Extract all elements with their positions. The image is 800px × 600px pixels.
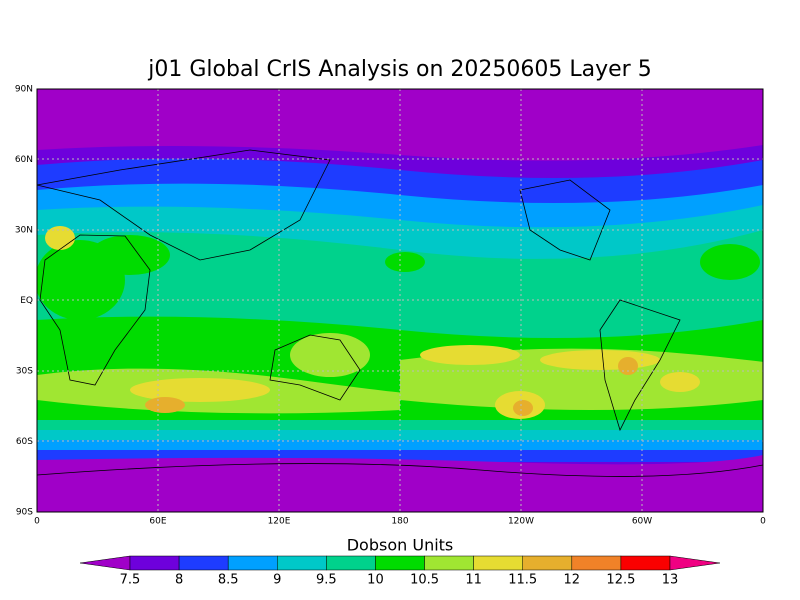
lon-tick-label: 180 (391, 517, 408, 527)
colorbar-extend-low (79, 555, 131, 571)
colorbar-box (424, 555, 474, 571)
colorbar-tick-label: 10.5 (410, 573, 439, 588)
colorbar-tick-label: 8.5 (218, 573, 239, 588)
lon-tick-label: 0 (760, 517, 766, 527)
colorbar-box (620, 555, 671, 571)
colorbar-box (178, 555, 229, 571)
lat-tick-label: 30S (16, 367, 33, 377)
colorbar-tick-label: 12 (564, 573, 581, 588)
title: j01 Global CrIS Analysis on 20250605 Lay… (147, 57, 651, 82)
colorbar-box (473, 555, 523, 571)
colorbar-tick-label: 13 (662, 573, 679, 588)
lat-tick-label: 90N (15, 85, 33, 95)
lat-tick-label: 60N (15, 155, 33, 165)
lon-tick-label: 120W (508, 517, 534, 527)
lat-tick-label: EQ (20, 296, 33, 306)
map-field (36, 88, 764, 513)
lat-tick-label: 90S (16, 508, 33, 518)
lon-tick-label: 60E (149, 517, 166, 527)
colorbar-tick-label: 11 (465, 573, 482, 588)
colorbar-box (326, 555, 376, 571)
colorbar-box (277, 555, 327, 571)
lon-tick-label: 0 (34, 517, 40, 527)
lon-tick-label: 60W (632, 517, 652, 527)
colorbar-box (129, 555, 180, 571)
colorbar-box (227, 555, 278, 571)
colorbar-tick-label: 12.5 (606, 573, 635, 588)
lon-tick-label: 120E (268, 517, 291, 527)
colorbar-tick-label: 7.5 (120, 573, 141, 588)
colorbar-tick-label: 10 (367, 573, 384, 588)
lat-tick-label: 60S (16, 437, 33, 447)
colorbar-tick-label: 11.5 (508, 573, 537, 588)
colorbar-box (522, 555, 573, 571)
colorbar-box (375, 555, 425, 571)
colorbar-box (571, 555, 622, 571)
colorbar-label: Dobson Units (347, 536, 454, 555)
colorbar-tick-label: 8 (175, 573, 183, 588)
colorbar-extend-high (669, 555, 721, 571)
colorbar-tick-label: 9 (273, 573, 281, 588)
colorbar-tick-label: 9.5 (316, 573, 337, 588)
lat-tick-label: 30N (15, 226, 33, 236)
